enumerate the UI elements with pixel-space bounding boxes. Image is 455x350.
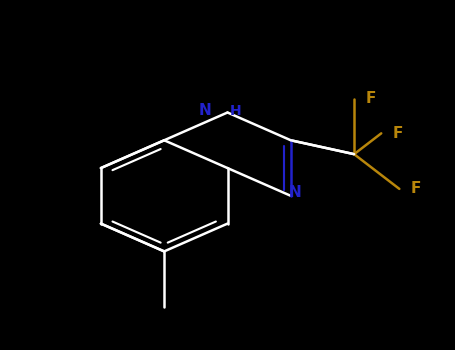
- Text: F: F: [411, 181, 421, 196]
- Text: H: H: [230, 104, 242, 118]
- Text: N: N: [289, 185, 302, 200]
- Text: F: F: [393, 126, 403, 141]
- Text: N: N: [199, 103, 212, 118]
- Text: F: F: [365, 91, 376, 106]
